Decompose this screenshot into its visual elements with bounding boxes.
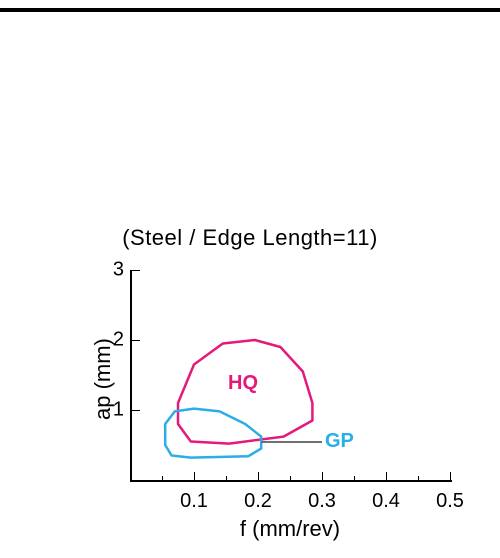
- page-root: (Steel / Edge Length=11) 1 2 3 0.1 0.2 0…: [0, 0, 500, 558]
- gp-label: GP: [325, 430, 354, 453]
- x-tick: [450, 472, 451, 482]
- x-tick-label: 0.5: [436, 490, 464, 513]
- y-tick-label: 3: [100, 259, 124, 282]
- x-tick-label: 0.3: [308, 490, 336, 513]
- gp-region: [165, 409, 261, 458]
- top-rule: [0, 8, 500, 12]
- y-axis-label: ap (mm): [90, 338, 116, 420]
- x-tick-label: 0.2: [244, 490, 272, 513]
- chart-title: (Steel / Edge Length=11): [0, 225, 500, 251]
- hq-label: HQ: [228, 372, 258, 395]
- x-tick-label: 0.4: [372, 490, 400, 513]
- x-axis-label: f (mm/rev): [130, 516, 450, 542]
- regions-svg: [130, 270, 450, 480]
- x-tick-label: 0.1: [180, 490, 208, 513]
- gp-leader-line: [261, 441, 322, 443]
